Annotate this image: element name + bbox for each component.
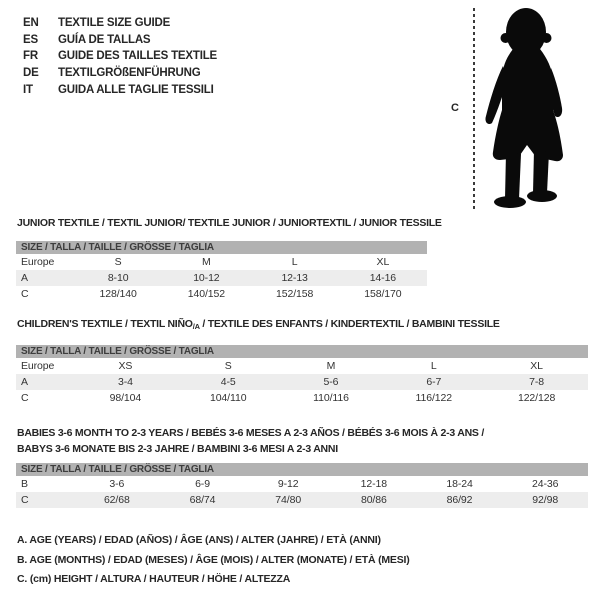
table-cell: 6-7 — [426, 376, 442, 388]
table-cell: L — [430, 360, 437, 372]
table-cell: 104/110 — [209, 392, 247, 404]
language-row-en: EN TEXTILE SIZE GUIDE — [23, 15, 217, 32]
table-row: C 98/104 104/110 110/116 116/122 122/128 — [16, 390, 588, 406]
table-cell: XL — [530, 360, 543, 372]
height-measure-label: C — [451, 102, 459, 114]
children-size-table: SIZE / TALLA / TAILLE / GRÖSSE / TAGLIA E… — [16, 345, 588, 406]
table-cell: 92/98 — [532, 494, 559, 506]
table-cell: XS — [118, 360, 133, 372]
language-title: GUÍA DE TALLAS — [58, 33, 151, 46]
table-cell: 116/122 — [415, 392, 453, 404]
table-cell: M — [202, 256, 211, 268]
height-measure-dotted-line — [473, 8, 475, 209]
table-cell: 128/140 — [99, 288, 137, 300]
row-label: B — [21, 478, 28, 490]
table-cell: XL — [376, 256, 390, 268]
table-cell: 14-16 — [369, 272, 397, 284]
children-section-title: CHILDREN'S TEXTILE / TEXTIL NIÑO/A / TEX… — [17, 318, 500, 331]
table-cell: 158/170 — [364, 288, 402, 300]
language-title: TEXTILGRÖßENFÜHRUNG — [58, 67, 201, 80]
language-list: EN TEXTILE SIZE GUIDE ES GUÍA DE TALLAS … — [23, 15, 217, 98]
table-cell: 9-12 — [277, 478, 299, 490]
footnote-c: C. (cm) HEIGHT / ALTURA / HAUTEUR / HÖHE… — [17, 573, 291, 585]
size-header-bar: SIZE / TALLA / TAILLE / GRÖSSE / TAGLIA — [16, 463, 588, 476]
table-row: Europe S M L XL — [16, 254, 427, 270]
children-title-subscript: /A — [192, 322, 200, 331]
language-code: DE — [23, 67, 39, 80]
language-code: FR — [23, 50, 38, 63]
table-cell: 98/104 — [109, 392, 142, 404]
table-cell: S — [224, 360, 232, 372]
table-row: C 128/140 140/152 152/158 158/170 — [16, 286, 427, 302]
junior-section-title: JUNIOR TEXTILE / TEXTIL JUNIOR/ TEXTILE … — [17, 217, 442, 229]
language-code: ES — [23, 33, 38, 46]
baby-silhouette-image — [485, 8, 563, 208]
table-cell: 62/68 — [103, 494, 130, 506]
language-row-fr: FR GUIDE DES TAILLES TEXTILE — [23, 48, 217, 65]
table-row: A 8-10 10-12 12-13 14-16 — [16, 270, 427, 286]
language-row-es: ES GUÍA DE TALLAS — [23, 32, 217, 49]
table-cell: 8-10 — [107, 272, 129, 284]
language-title: GUIDA ALLE TAGLIE TESSILI — [58, 83, 214, 96]
row-label: A — [21, 272, 28, 284]
footnotes: A. AGE (YEARS) / EDAD (AÑOS) / ÂGE (ANS)… — [17, 531, 410, 590]
table-cell: 3-6 — [109, 478, 125, 490]
table-cell: 12-13 — [281, 272, 308, 284]
table-row: A 3-4 4-5 5-6 6-7 7-8 — [16, 374, 588, 390]
table-cell: 24-36 — [532, 478, 559, 490]
table-cell: 110/116 — [313, 392, 349, 404]
row-label: C — [21, 392, 29, 404]
junior-size-table: SIZE / TALLA / TAILLE / GRÖSSE / TAGLIA E… — [16, 241, 427, 302]
table-cell: 140/152 — [187, 288, 225, 300]
table-cell: 122/128 — [517, 392, 556, 404]
language-code: IT — [23, 83, 33, 96]
table-cell: 68/74 — [189, 494, 216, 506]
language-row-it: IT GUIDA ALLE TAGLIE TESSILI — [23, 81, 217, 98]
table-cell: 4-5 — [220, 376, 236, 388]
table-cell: 7-8 — [529, 376, 545, 388]
table-row: C 62/68 68/74 74/80 80/86 86/92 92/98 — [16, 492, 588, 508]
table-cell: 18-24 — [446, 478, 473, 490]
babies-title-line2: BABYS 3-6 MONATE BIS 2-3 JAHRE / BAMBINI… — [17, 442, 338, 455]
language-code: EN — [23, 17, 39, 30]
table-cell: S — [114, 256, 122, 268]
footnote-b: B. AGE (MONTHS) / EDAD (MESES) / ÂGE (MO… — [17, 553, 410, 566]
table-cell: 152/158 — [275, 288, 314, 300]
table-cell: 74/80 — [275, 494, 302, 506]
size-header-bar: SIZE / TALLA / TAILLE / GRÖSSE / TAGLIA — [16, 241, 427, 254]
babies-title-line1: BABIES 3-6 MONTH TO 2-3 YEARS / BEBÉS 3-… — [17, 427, 485, 439]
table-row: Europe XS S M L XL — [16, 358, 588, 374]
row-label: C — [21, 494, 29, 506]
footnote-a: A. AGE (YEARS) / EDAD (AÑOS) / ÂGE (ANS)… — [17, 534, 381, 546]
children-title-text: / TEXTILE DES ENFANTS / KINDERTEXTIL / B… — [199, 318, 500, 330]
table-cell: L — [291, 256, 298, 268]
table-cell: 80/86 — [360, 494, 387, 506]
table-cell: 10-12 — [193, 272, 220, 284]
table-cell: M — [326, 360, 336, 372]
table-row: B 3-6 6-9 9-12 12-18 18-24 24-36 — [16, 476, 588, 492]
table-cell: 86/92 — [446, 494, 473, 506]
table-cell: 3-4 — [117, 376, 133, 388]
table-cell: 6-9 — [195, 478, 210, 490]
language-row-de: DE TEXTILGRÖßENFÜHRUNG — [23, 65, 217, 82]
row-label: C — [21, 288, 29, 300]
row-label: A — [21, 376, 28, 388]
table-cell: 12-18 — [360, 478, 388, 490]
size-header-bar: SIZE / TALLA / TAILLE / GRÖSSE / TAGLIA — [16, 345, 588, 358]
language-title: GUIDE DES TAILLES TEXTILE — [58, 50, 217, 63]
children-title-text: CHILDREN'S TEXTILE / TEXTIL NIÑO — [17, 318, 193, 330]
babies-size-table: SIZE / TALLA / TAILLE / GRÖSSE / TAGLIA B… — [16, 463, 588, 508]
row-label: Europe — [21, 256, 55, 268]
babies-section-title: BABIES 3-6 MONTH TO 2-3 YEARS / BEBÉS 3-… — [17, 426, 484, 457]
table-cell: 5-6 — [323, 376, 339, 388]
row-label: Europe — [21, 360, 55, 372]
language-title: TEXTILE SIZE GUIDE — [58, 17, 171, 30]
